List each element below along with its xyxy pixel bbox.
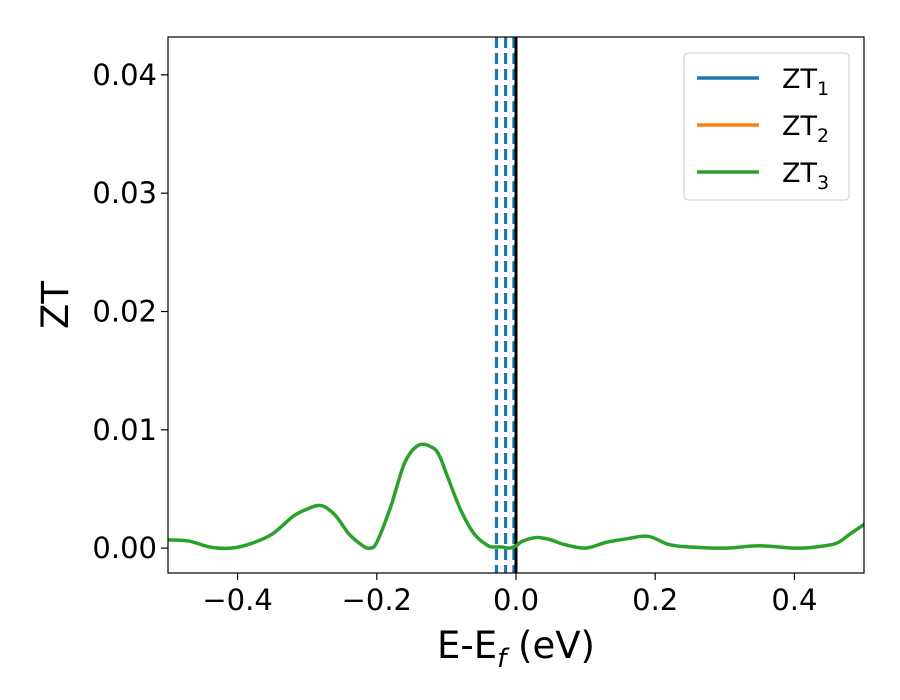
series-line-3 — [168, 442, 864, 551]
legend-label-2: ZT2 — [782, 111, 829, 147]
legend-label-3: ZT3 — [782, 158, 829, 194]
x-tick-label: 0.2 — [632, 583, 678, 617]
x-tick-label: −0.4 — [202, 583, 272, 617]
y-tick-label: 0.02 — [92, 295, 157, 329]
x-tick-label: 0.0 — [493, 583, 539, 617]
legend-box — [683, 52, 850, 201]
y-axis-label: ZT — [34, 281, 77, 329]
plot-layer — [168, 37, 864, 573]
y-tick-label: 0.03 — [92, 176, 157, 210]
y-tick-label: 0.01 — [92, 413, 157, 447]
x-tick-label: 0.4 — [771, 583, 817, 617]
legend: ZT1 ZT2 ZT3 — [683, 52, 850, 201]
y-tick-label: 0.04 — [92, 58, 157, 92]
axis-labels: E-Ef (eV) ZT — [34, 281, 595, 674]
tick-layer: −0.4 −0.2 0.0 0.2 0.4 0.00 0.01 0.02 0.03 0.04 — [92, 58, 817, 617]
x-tick-label: −0.2 — [342, 583, 412, 617]
x-axis-label: E-Ef (eV) — [437, 624, 595, 674]
legend-label-1: ZT1 — [782, 64, 829, 100]
y-tick-label: 0.00 — [92, 531, 157, 565]
